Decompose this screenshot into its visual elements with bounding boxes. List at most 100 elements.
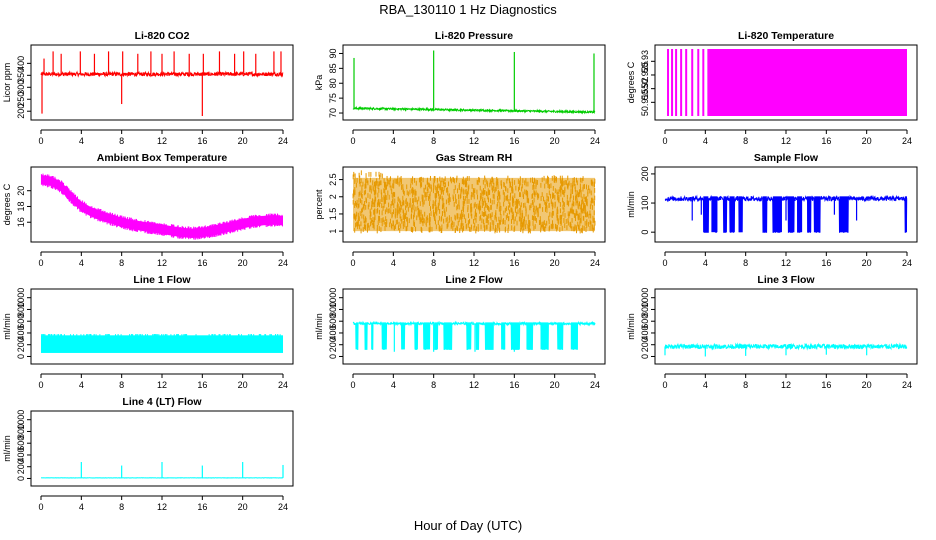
y-tick-label: 1 [328, 229, 338, 234]
y-axis-label: ml/min [626, 313, 636, 340]
x-tick-label: 4 [79, 136, 84, 146]
x-tick-label: 8 [743, 136, 748, 146]
x-tick-label: 8 [119, 380, 124, 390]
x-tick-label: 12 [157, 258, 167, 268]
data-drop [443, 322, 452, 350]
x-tick-label: 12 [781, 380, 791, 390]
data-drop [703, 196, 709, 233]
y-tick-label: 100 [640, 196, 650, 211]
y-tick-label: 1000 [16, 288, 26, 308]
x-tick-label: 8 [119, 136, 124, 146]
chart-panel: Sample Flow ml/min 0 4 8 12 16 20 24 0 100 200 [626, 152, 918, 268]
x-tick-label: 4 [391, 380, 396, 390]
y-tick-label: 800 [16, 302, 26, 317]
x-tick-label: 24 [902, 136, 912, 146]
data-fill [707, 49, 907, 116]
x-tick-label: 8 [431, 136, 436, 146]
chart-title: Li-820 Pressure [435, 30, 513, 42]
chart-panel: Li-820 Pressure kPa 0 4 8 12 16 20 24 70 75 80 85 90 [314, 30, 606, 146]
data-band [41, 335, 283, 353]
y-tick-label: 50.915 [640, 89, 650, 117]
chart-panel: Line 1 Flow ml/min 0 4 8 12 16 20 24 0 20040060080… [2, 274, 294, 390]
y-axis-label: degrees C [2, 183, 12, 225]
chart-panel: Li-820 Temperature degrees C 0 4 8 12 16 20 24 50… [626, 30, 918, 146]
x-tick-label: 4 [703, 258, 708, 268]
data-drop [729, 196, 735, 233]
data-drop [434, 322, 438, 350]
x-tick-label: 8 [431, 258, 436, 268]
data-drop [526, 322, 533, 350]
plot-area [40, 173, 283, 240]
data-drop [797, 196, 803, 233]
data-drop [723, 196, 727, 233]
x-tick-label: 20 [238, 258, 248, 268]
plot-frame [30, 410, 294, 487]
y-tick-label: 250 [16, 92, 26, 107]
x-tick-label: 0 [38, 258, 43, 268]
data-drop [485, 322, 494, 350]
x-tick-label: 0 [662, 258, 667, 268]
x-tick-label: 20 [862, 258, 872, 268]
x-tick-label: 12 [781, 258, 791, 268]
x-tick-label: 16 [821, 380, 831, 390]
x-tick-label: 16 [821, 258, 831, 268]
x-tick-label: 16 [821, 136, 831, 146]
y-tick-label: 75 [328, 93, 338, 103]
data-drop [356, 322, 359, 350]
x-tick-label: 0 [350, 136, 355, 146]
y-axis-label: degrees C [626, 61, 636, 103]
x-tick-label: 8 [119, 258, 124, 268]
chart-title: Li-820 CO2 [135, 30, 190, 42]
chart-panel: Line 3 Flow ml/min 0 4 8 12 16 20 24 0 20040060080… [626, 274, 918, 390]
y-tick-label: 400 [16, 447, 26, 462]
plot-frame [654, 288, 918, 365]
x-tick-label: 0 [350, 258, 355, 268]
plot-frame [654, 44, 918, 121]
data-drop [365, 322, 368, 350]
y-tick-label: 50.925 [640, 61, 650, 89]
x-tick-label: 16 [509, 258, 519, 268]
x-tick-label: 20 [550, 380, 560, 390]
x-tick-label: 20 [238, 136, 248, 146]
x-tick-label: 16 [197, 136, 207, 146]
x-tick-label: 20 [862, 380, 872, 390]
data-drop [540, 322, 549, 350]
plot-area [352, 170, 596, 234]
x-tick-label: 24 [278, 136, 288, 146]
x-tick-label: 20 [862, 136, 872, 146]
x-tick-label: 16 [197, 380, 207, 390]
chart-panel: Li-820 CO2 Licor ppm 0 4 8 12 16 20 24 2002503003… [2, 30, 294, 146]
data-drop [476, 322, 480, 350]
y-axis-label: kPa [314, 75, 324, 91]
x-tick-label: 16 [509, 136, 519, 146]
y-tick-label: 200 [16, 337, 26, 352]
x-tick-label: 12 [157, 502, 167, 512]
data-drop [501, 322, 506, 350]
plot-frame [342, 166, 606, 243]
x-tick-label: 24 [590, 258, 600, 268]
chart-panel: Line 4 (LT) Flow ml/min 0 4 8 12 16 20 24 0 200400… [2, 396, 294, 512]
plot-area [664, 194, 908, 233]
y-tick-label: 600 [16, 314, 26, 329]
chart-title: Li-820 Temperature [738, 30, 834, 42]
x-tick-label: 4 [391, 136, 396, 146]
data-drop [466, 322, 471, 350]
x-tick-label: 4 [79, 380, 84, 390]
data-drop [401, 322, 405, 350]
y-tick-label: 400 [328, 325, 338, 340]
y-tick-label: 90 [328, 48, 338, 58]
y-tick-label: 50.93 [640, 50, 650, 73]
y-tick-label: 2 [328, 194, 338, 199]
x-tick-label: 20 [238, 502, 248, 512]
chart-panel: Gas Stream RH percent 0 4 8 12 16 20 24 1 1.5 2 2.5 [314, 152, 606, 268]
x-tick-label: 4 [703, 380, 708, 390]
chart-panel: Line 2 Flow ml/min 0 4 8 12 16 20 24 0 20040060080… [314, 274, 606, 390]
y-tick-label: 0 [640, 354, 650, 359]
y-tick-label: 0 [16, 476, 26, 481]
y-axis-label: ml/min [2, 435, 12, 462]
data-drop [772, 196, 782, 233]
data-band [353, 177, 595, 232]
x-tick-label: 24 [278, 502, 288, 512]
y-tick-label: 0 [640, 230, 650, 235]
